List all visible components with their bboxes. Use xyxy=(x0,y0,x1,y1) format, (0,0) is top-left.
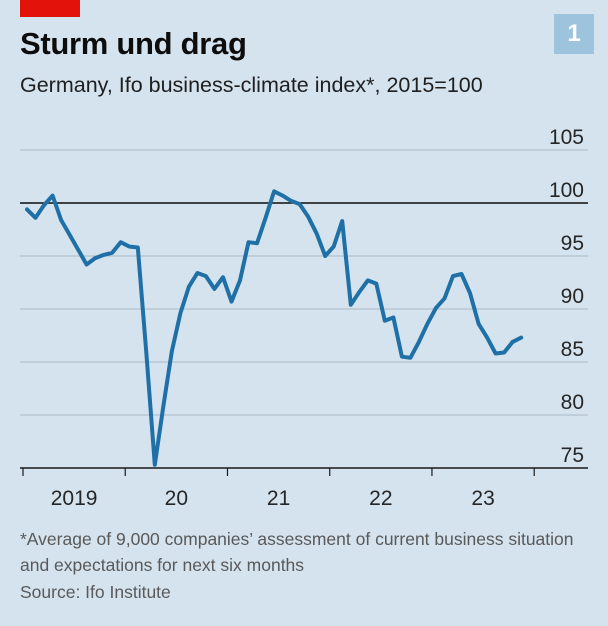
chart-subtitle: Germany, Ifo business-climate index*, 20… xyxy=(20,73,483,97)
x-axis: 2019 20 21 22 23 xyxy=(20,467,588,510)
x-tick-label: 21 xyxy=(267,487,290,510)
x-tick-label: 23 xyxy=(471,487,494,510)
chart-number-badge: 1 xyxy=(554,14,594,54)
y-tick-label: 105 xyxy=(549,126,584,149)
ifo-index-line xyxy=(25,189,515,467)
x-tick-label: 2019 xyxy=(51,487,98,510)
y-tick-label: 90 xyxy=(561,285,584,308)
line-chart: 75 80 85 90 95 100 105 2019 20 21 22 23 xyxy=(20,126,588,510)
y-tick-label: 80 xyxy=(561,391,584,414)
y-axis-tick-labels: 75 80 85 90 95 100 105 xyxy=(549,126,584,467)
y-tick-label: 85 xyxy=(561,338,584,361)
y-tick-label: 95 xyxy=(561,232,584,255)
grid-lines xyxy=(20,149,588,416)
y-tick-label: 100 xyxy=(549,179,584,202)
series-lines xyxy=(25,189,524,467)
chart-source: Source: Ifo Institute xyxy=(20,582,171,602)
ifo-index-line xyxy=(510,335,524,344)
chart-footnote: *Average of 9,000 companies’ assessment … xyxy=(20,529,574,575)
brand-tag xyxy=(20,0,80,17)
x-tick-label: 22 xyxy=(369,487,392,510)
x-tick-label: 20 xyxy=(165,487,188,510)
y-tick-label: 75 xyxy=(561,444,584,467)
chart-title: Sturm und drag xyxy=(20,26,247,61)
